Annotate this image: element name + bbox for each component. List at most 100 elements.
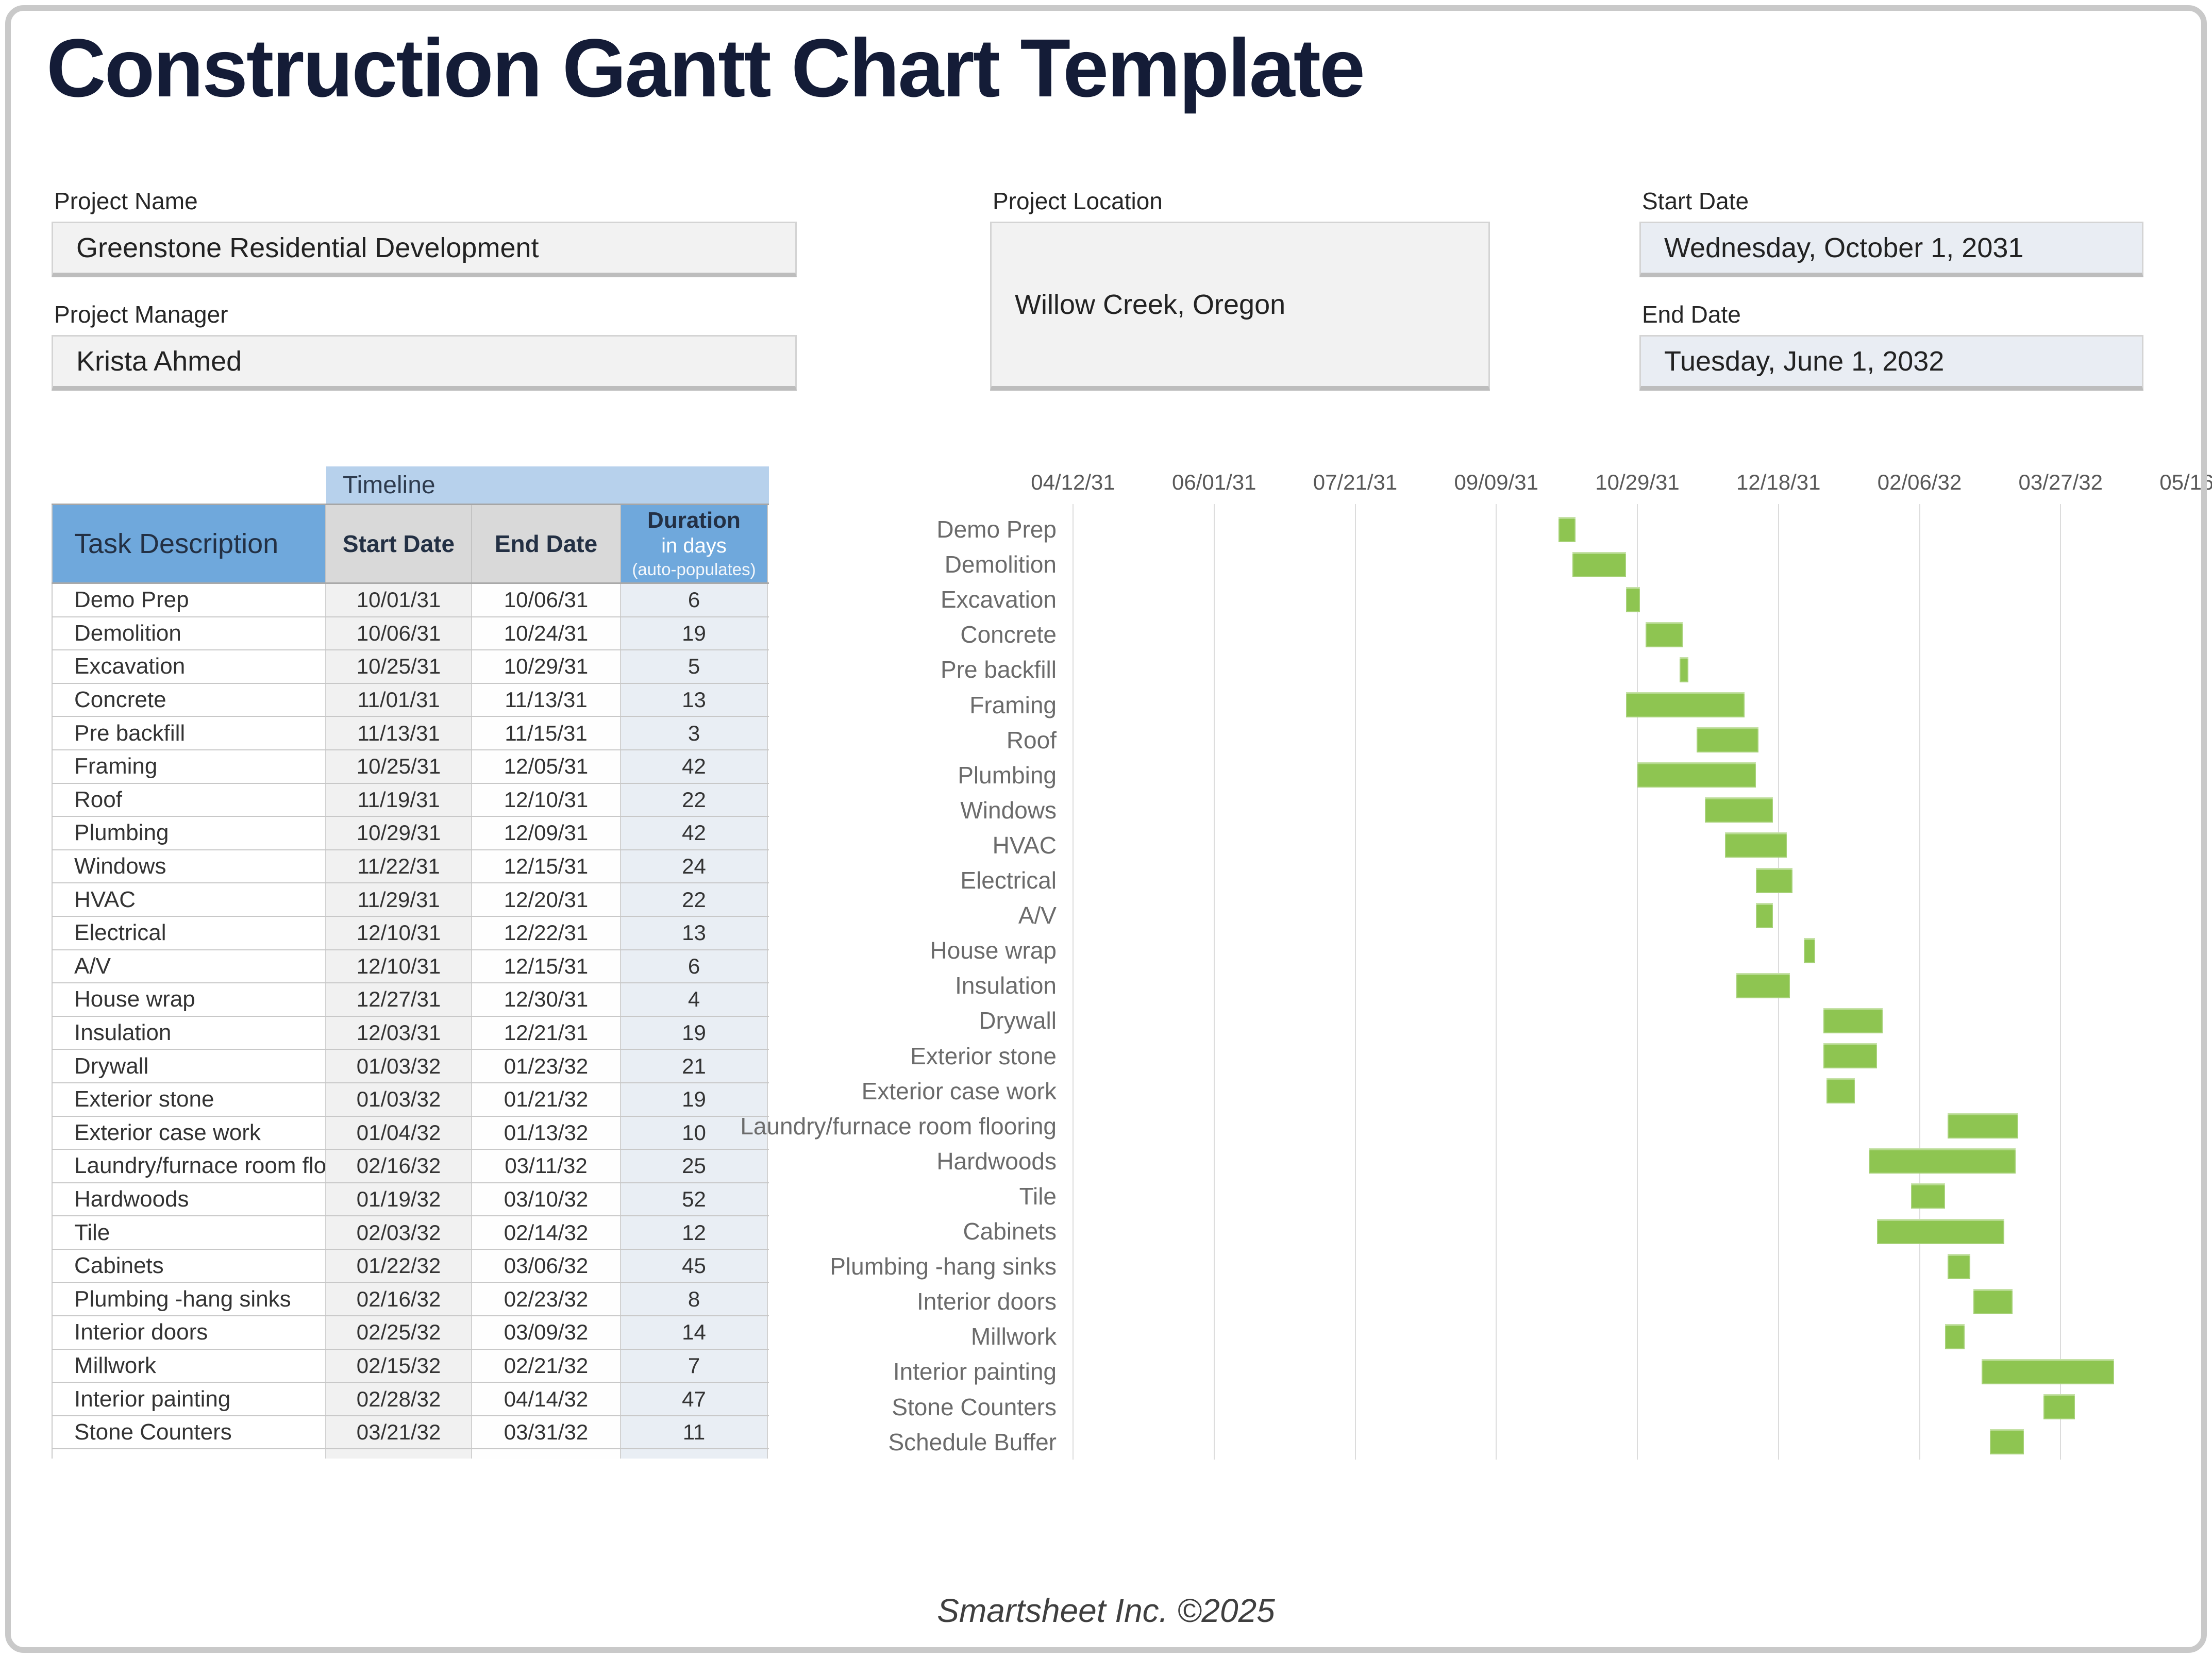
- task-description-cell[interactable]: Excavation: [52, 650, 326, 683]
- end-date-cell[interactable]: 02/14/32: [472, 1216, 621, 1249]
- project-manager-field[interactable]: Krista Ahmed: [52, 335, 797, 391]
- start-date-cell[interactable]: 10/25/31: [326, 750, 472, 783]
- end-date-field[interactable]: Tuesday, June 1, 2032: [1639, 335, 2143, 391]
- end-date-cell[interactable]: 02/23/32: [472, 1283, 621, 1316]
- end-date-cell[interactable]: 01/13/32: [472, 1116, 621, 1149]
- end-date-cell[interactable]: 11/15/31: [472, 717, 621, 749]
- task-description-cell[interactable]: Demolition: [52, 617, 326, 650]
- end-date-cell[interactable]: 03/31/32: [472, 1416, 621, 1449]
- duration-cell[interactable]: 19: [621, 1016, 768, 1049]
- duration-cell[interactable]: 19: [621, 1083, 768, 1116]
- start-date-cell[interactable]: 11/19/31: [326, 783, 472, 816]
- start-date-cell[interactable]: 11/22/31: [326, 850, 472, 883]
- task-description-cell[interactable]: Tile: [52, 1216, 326, 1249]
- duration-cell[interactable]: 21: [621, 1050, 768, 1082]
- start-date-cell[interactable]: 10/25/31: [326, 650, 472, 683]
- start-date-cell[interactable]: 10/29/31: [326, 817, 472, 849]
- end-date-cell[interactable]: 12/20/31: [472, 883, 621, 916]
- duration-cell[interactable]: 3: [621, 717, 768, 749]
- start-date-cell[interactable]: 02/25/32: [326, 1316, 472, 1349]
- task-description-cell[interactable]: Framing: [52, 750, 326, 783]
- end-date-cell[interactable]: 12/05/31: [472, 750, 621, 783]
- duration-cell[interactable]: 4: [621, 983, 768, 1016]
- start-date-cell[interactable]: 02/28/32: [326, 1383, 472, 1415]
- start-date-cell[interactable]: 01/19/32: [326, 1183, 472, 1216]
- task-description-cell[interactable]: Insulation: [52, 1016, 326, 1049]
- task-description-cell[interactable]: Exterior case work: [52, 1116, 326, 1149]
- project-location-field[interactable]: Willow Creek, Oregon: [990, 222, 1490, 391]
- task-description-cell[interactable]: Demo Prep: [52, 584, 326, 616]
- duration-cell[interactable]: 7: [621, 1349, 768, 1382]
- project-name-field[interactable]: Greenstone Residential Development: [52, 222, 797, 277]
- task-description-cell[interactable]: HVAC: [52, 883, 326, 916]
- duration-cell[interactable]: 8: [621, 1283, 768, 1316]
- task-description-cell[interactable]: A/V: [52, 950, 326, 983]
- start-date-cell[interactable]: 12/10/31: [326, 950, 472, 983]
- end-date-cell[interactable]: 10/29/31: [472, 650, 621, 683]
- duration-cell[interactable]: 6: [621, 950, 768, 983]
- duration-cell[interactable]: 13: [621, 916, 768, 949]
- end-date-cell[interactable]: 10/24/31: [472, 617, 621, 650]
- duration-cell[interactable]: 24: [621, 850, 768, 883]
- start-date-cell[interactable]: 12/27/31: [326, 983, 472, 1016]
- duration-cell[interactable]: 13: [621, 683, 768, 716]
- end-date-cell[interactable]: 11/13/31: [472, 683, 621, 716]
- end-date-cell[interactable]: 03/11/32: [472, 1150, 621, 1182]
- task-description-cell[interactable]: Pre backfill: [52, 717, 326, 749]
- start-date-cell[interactable]: 01/22/32: [326, 1249, 472, 1282]
- duration-cell[interactable]: 19: [621, 617, 768, 650]
- duration-cell[interactable]: 22: [621, 883, 768, 916]
- task-description-cell[interactable]: Interior doors: [52, 1316, 326, 1349]
- start-date-cell[interactable]: 10/01/31: [326, 584, 472, 616]
- duration-cell[interactable]: 5: [621, 650, 768, 683]
- end-date-cell[interactable]: 12/22/31: [472, 916, 621, 949]
- end-date-cell[interactable]: 01/23/32: [472, 1050, 621, 1082]
- task-description-cell[interactable]: Plumbing: [52, 817, 326, 849]
- duration-cell[interactable]: 22: [621, 783, 768, 816]
- end-date-cell[interactable]: 12/10/31: [472, 783, 621, 816]
- start-date-cell[interactable]: 12/10/31: [326, 916, 472, 949]
- duration-cell[interactable]: 42: [621, 750, 768, 783]
- end-date-cell[interactable]: 12/21/31: [472, 1016, 621, 1049]
- end-date-cell[interactable]: 12/30/31: [472, 983, 621, 1016]
- task-description-cell[interactable]: House wrap: [52, 983, 326, 1016]
- start-date-cell[interactable]: 03/21/32: [326, 1416, 472, 1449]
- start-date-cell[interactable]: 11/01/31: [326, 683, 472, 716]
- duration-cell[interactable]: 42: [621, 817, 768, 849]
- task-description-cell[interactable]: Drywall: [52, 1050, 326, 1082]
- end-date-cell[interactable]: 02/21/32: [472, 1349, 621, 1382]
- duration-cell[interactable]: 47: [621, 1383, 768, 1415]
- end-date-cell[interactable]: 10/06/31: [472, 584, 621, 616]
- task-description-cell[interactable]: Exterior stone: [52, 1083, 326, 1116]
- duration-cell[interactable]: 52: [621, 1183, 768, 1216]
- duration-cell[interactable]: 25: [621, 1150, 768, 1182]
- task-description-cell[interactable]: Windows: [52, 850, 326, 883]
- end-date-cell[interactable]: 01/21/32: [472, 1083, 621, 1116]
- start-date-cell[interactable]: 01/03/32: [326, 1050, 472, 1082]
- start-date-cell[interactable]: 02/16/32: [326, 1283, 472, 1316]
- end-date-cell[interactable]: 12/15/31: [472, 850, 621, 883]
- task-description-cell[interactable]: Hardwoods: [52, 1183, 326, 1216]
- task-description-cell[interactable]: Stone Counters: [52, 1416, 326, 1449]
- task-description-cell[interactable]: Cabinets: [52, 1249, 326, 1282]
- start-date-cell[interactable]: 11/29/31: [326, 883, 472, 916]
- duration-cell[interactable]: 45: [621, 1249, 768, 1282]
- start-date-cell[interactable]: 01/03/32: [326, 1083, 472, 1116]
- duration-cell[interactable]: 11: [621, 1416, 768, 1449]
- task-description-cell[interactable]: Laundry/furnace room flooring: [52, 1150, 326, 1182]
- start-date-cell[interactable]: 02/16/32: [326, 1150, 472, 1182]
- task-description-cell[interactable]: Plumbing -hang sinks: [52, 1283, 326, 1316]
- duration-cell[interactable]: 14: [621, 1316, 768, 1349]
- end-date-cell[interactable]: 03/09/32: [472, 1316, 621, 1349]
- task-description-cell[interactable]: Roof: [52, 783, 326, 816]
- duration-cell[interactable]: 6: [621, 584, 768, 616]
- start-date-cell[interactable]: 01/04/32: [326, 1116, 472, 1149]
- start-date-cell[interactable]: 02/03/32: [326, 1216, 472, 1249]
- task-description-cell[interactable]: Concrete: [52, 683, 326, 716]
- end-date-cell[interactable]: 03/10/32: [472, 1183, 621, 1216]
- task-description-cell[interactable]: Electrical: [52, 916, 326, 949]
- start-date-cell[interactable]: 02/15/32: [326, 1349, 472, 1382]
- start-date-cell[interactable]: 12/03/31: [326, 1016, 472, 1049]
- end-date-cell[interactable]: 12/15/31: [472, 950, 621, 983]
- duration-cell[interactable]: 12: [621, 1216, 768, 1249]
